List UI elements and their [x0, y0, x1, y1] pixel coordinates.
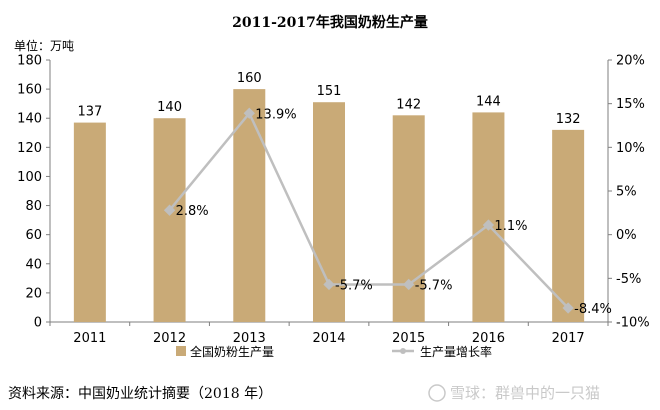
right-tick-label: -5% — [616, 272, 641, 287]
left-tick-label: 0 — [34, 316, 42, 331]
bar-value-label: 144 — [476, 94, 501, 109]
legend-line-marker — [400, 348, 406, 354]
legend-line-label: 生产量增长率 — [420, 344, 492, 359]
source-note: 资料来源：中国奶业统计摘要（2018 年） — [8, 385, 272, 402]
plot-area: 0 20 40 60 80 100 120 140 160 180 -10% -5% 0% 5% 10% 15… — [17, 54, 649, 347]
left-tick-label: 100 — [17, 170, 42, 185]
growth-rate-point — [403, 278, 415, 291]
growth-rate-point — [163, 204, 176, 216]
growth-rate-label: -8.4% — [574, 302, 612, 317]
bar-2012 — [153, 118, 186, 322]
x-tick-label: 2015 — [392, 331, 425, 346]
left-tick-label: 60 — [25, 228, 42, 243]
legend-bar-label: 全国奶粉生产量 — [190, 344, 274, 359]
x-tick-label: 2017 — [552, 331, 585, 346]
legend-bar-swatch — [176, 346, 186, 356]
x-tick-label: 2012 — [153, 331, 186, 346]
bar-2017 — [552, 129, 585, 322]
legend: 全国奶粉生产量 生产量增长率 — [176, 344, 492, 359]
bar-value-label: 160 — [237, 71, 262, 86]
left-tick-label: 20 — [25, 286, 42, 301]
x-tick-label: 2016 — [472, 331, 505, 346]
bar-value-label: 140 — [157, 100, 182, 115]
x-tick-label: 2014 — [312, 331, 345, 346]
watermark: 雪球：群兽中的一只猫 — [428, 384, 600, 402]
growth-rate-label: -5.7% — [415, 278, 453, 293]
left-tick-label: 140 — [17, 112, 42, 127]
bar-value-label: 137 — [77, 105, 102, 120]
left-tick-label: 40 — [25, 257, 42, 272]
right-tick-label: -10% — [616, 316, 650, 331]
left-tick-label: 120 — [17, 141, 42, 156]
left-tick-label: 80 — [25, 199, 42, 214]
bar-value-label: 132 — [556, 112, 581, 127]
growth-rate-label: 13.9% — [255, 107, 296, 122]
growth-rate-line — [168, 112, 570, 309]
right-tick-label: 15% — [616, 97, 645, 112]
watermark-text: 雪球：群兽中的一只猫 — [450, 384, 600, 402]
growth-rate-label: 1.1% — [494, 219, 527, 234]
bar-2011 — [73, 122, 106, 322]
chart-title: 2011-2017年我国奶粉生产量 — [232, 14, 428, 31]
right-tick-label: 5% — [616, 185, 637, 200]
bar-2013 — [233, 89, 266, 322]
growth-rate-point — [482, 219, 495, 231]
bar-value-label: 142 — [396, 97, 421, 112]
right-tick-label: 10% — [616, 141, 645, 156]
left-tick-label: 160 — [17, 83, 42, 98]
unit-label: 单位：万吨 — [14, 38, 74, 53]
bar-2016 — [472, 112, 505, 323]
snowball-logo-icon — [428, 384, 446, 402]
x-tick-label: 2013 — [233, 331, 266, 346]
left-tick-label: 180 — [17, 54, 42, 69]
growth-rate-point — [562, 302, 574, 314]
x-tick-label: 2011 — [73, 331, 106, 346]
growth-rate-label: 2.8% — [176, 204, 209, 219]
growth-rate-point — [323, 278, 335, 291]
right-tick-label: 20% — [616, 54, 645, 69]
right-tick-label: 0% — [616, 228, 637, 243]
growth-rate-label: -5.7% — [335, 278, 373, 293]
bar-value-label: 151 — [317, 84, 342, 99]
